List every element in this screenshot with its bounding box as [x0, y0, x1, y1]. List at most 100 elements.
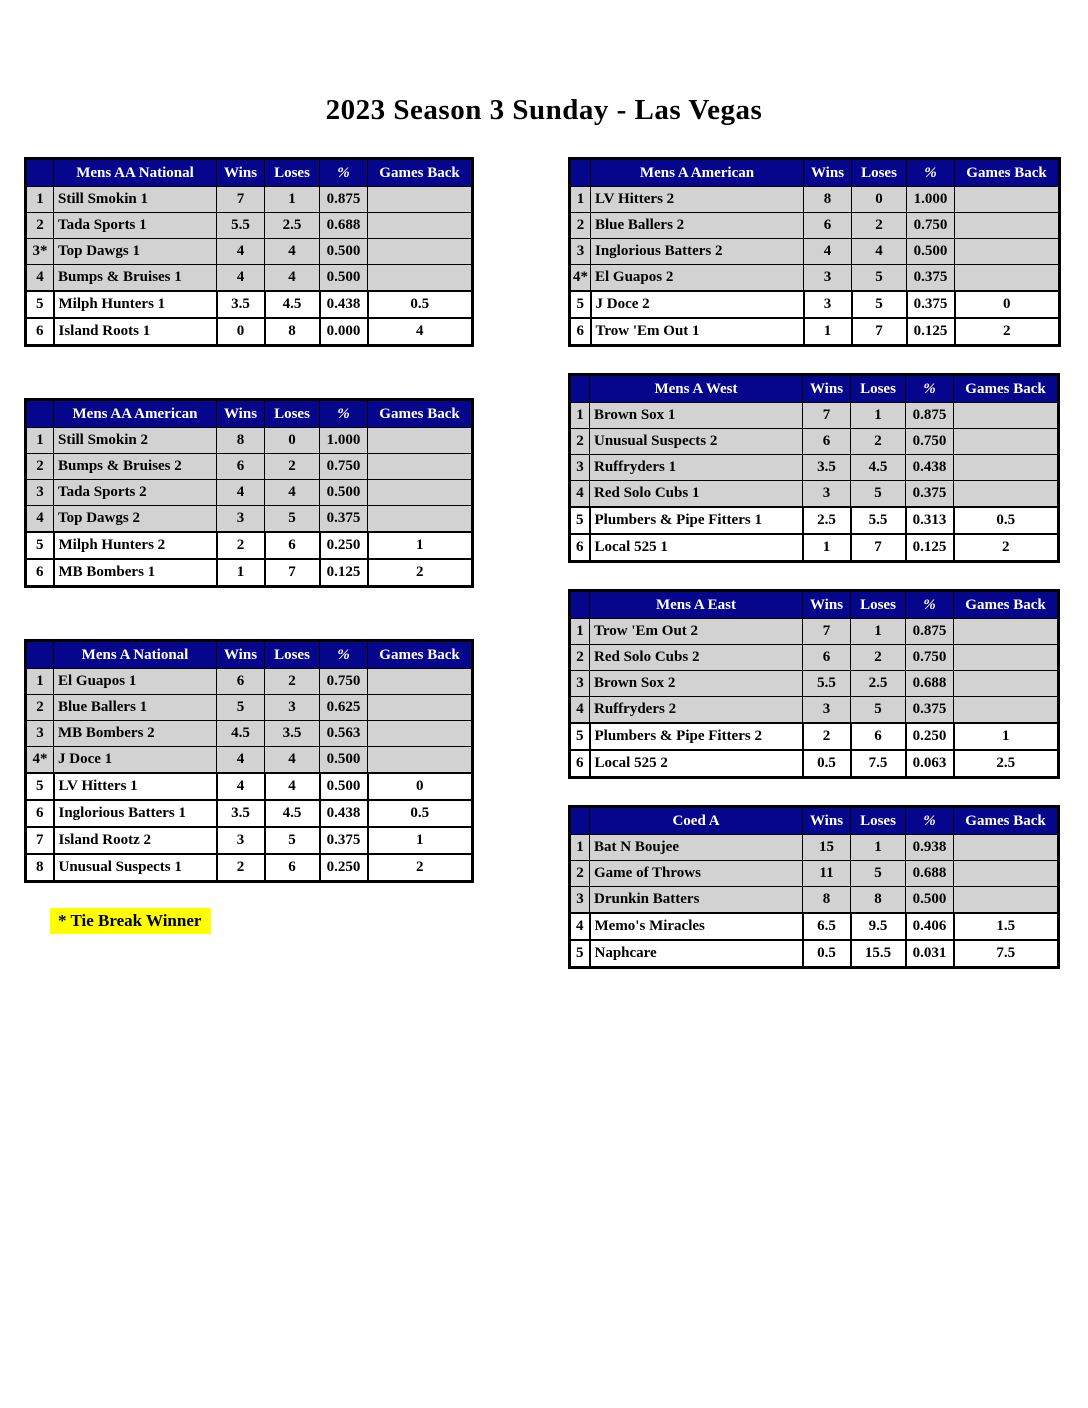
team-name-cell: Still Smokin 2 — [53, 427, 217, 454]
pct-cell: 0.500 — [318, 772, 369, 801]
loses-cell: 4.5 — [263, 290, 321, 319]
loses-cell: 2 — [264, 668, 320, 695]
rank-cell: 3 — [25, 479, 54, 506]
header-row: Mens A National Wins Loses% Games Back — [25, 640, 473, 669]
games-back-cell — [367, 694, 473, 721]
pct-cell: 0.875 — [905, 618, 954, 645]
pct-cell: 0.750 — [319, 453, 368, 480]
pct-cell: 0.875 — [319, 186, 368, 213]
team-row: 4 Ruffryders 2 3 5 0.375 — [569, 696, 1059, 724]
team-row: 2 Blue Ballers 2 6 2 0.750 — [569, 212, 1060, 239]
wins-cell: 2 — [215, 531, 266, 560]
team-name-cell: Top Dawgs 1 — [53, 238, 217, 265]
team-name-cell: MB Bombers 2 — [53, 720, 217, 747]
wins-cell: 6.5 — [801, 912, 852, 941]
col-header-games-back: Games Back — [367, 640, 473, 669]
rank-cell: 4 — [25, 264, 54, 292]
team-name-cell: Inglorious Batters 1 — [52, 799, 218, 828]
team-row: 6 Inglorious Batters 1 3.5 4.5 0.438 0.5 — [24, 799, 474, 828]
team-name-cell: Island Rootz 2 — [52, 826, 218, 855]
games-back-cell — [953, 670, 1059, 697]
pct-cell: 0.500 — [319, 479, 368, 506]
rank-cell: 2 — [569, 860, 590, 887]
rank-cell: 3 — [569, 886, 590, 914]
games-back-cell — [953, 834, 1059, 861]
wins-cell: 1 — [215, 558, 266, 588]
rank-cell: 3* — [25, 238, 54, 265]
team-name-cell: Trow 'Em Out 2 — [589, 618, 803, 645]
loses-cell: 9.5 — [849, 912, 907, 941]
team-name-cell: Brown Sox 1 — [589, 402, 803, 429]
standings-table-mens-a-west: Mens A West Wins Loses% Games Back 1 Brown So… — [568, 373, 1060, 563]
pct-cell: 0.500 — [905, 886, 954, 914]
pct-cell: 0.125 — [905, 317, 956, 347]
pct-cell: 0.438 — [318, 799, 369, 828]
rank-cell: 4 — [25, 505, 54, 533]
loses-cell: 7 — [850, 317, 908, 347]
games-back-cell — [954, 212, 1060, 239]
col-header-games-back: Games Back — [954, 158, 1060, 187]
team-row: 5 Milph Hunters 1 3.5 4.5 0.438 0.5 — [24, 290, 474, 319]
loses-cell: 1 — [850, 402, 906, 429]
rank-cell: 8 — [24, 853, 55, 883]
team-row: 6 Island Roots 1 0 8 0.000 4 — [24, 317, 474, 347]
rank-cell: 6 — [568, 317, 592, 347]
games-back-cell: 0.5 — [952, 506, 1060, 535]
rank-cell: 3 — [569, 670, 590, 697]
games-back-cell — [953, 696, 1059, 724]
wins-cell: 4 — [216, 238, 265, 265]
wins-cell: 7 — [802, 402, 851, 429]
games-back-cell: 0 — [953, 290, 1061, 319]
loses-cell: 2 — [851, 212, 907, 239]
team-row: 4 Bumps & Bruises 1 4 4 0.500 — [25, 264, 473, 292]
pct-cell: 1.000 — [319, 427, 368, 454]
games-back-cell — [953, 428, 1059, 455]
standings-table-mens-a-national: Mens A National Wins Loses% Games Back 1 El G… — [24, 639, 474, 883]
games-back-cell — [367, 479, 473, 506]
division-title: Mens A West — [589, 374, 803, 403]
games-back-cell: 2 — [953, 317, 1061, 347]
pct-cell: 0.938 — [905, 834, 954, 861]
pct-cell: 0.063 — [904, 749, 955, 779]
division-title: Coed A — [589, 806, 803, 835]
rank-cell: 1 — [569, 402, 590, 429]
loses-cell: 2.5 — [850, 670, 906, 697]
pct-cell: 0.406 — [904, 912, 955, 941]
team-name-cell: Naphcare — [588, 939, 804, 969]
games-back-cell — [367, 720, 473, 747]
games-back-cell — [367, 746, 473, 774]
wins-cell: 8 — [803, 186, 852, 213]
left-column: Mens AA National Wins Loses% Games Back 1 Sti… — [24, 157, 482, 934]
team-row: 2 Bumps & Bruises 2 6 2 0.750 — [25, 453, 473, 480]
team-name-cell: LV Hitters 1 — [52, 772, 218, 801]
col-header-loses: Loses — [851, 158, 907, 187]
col-header-pct: % — [906, 158, 955, 187]
loses-cell: 1 — [264, 186, 320, 213]
rank-cell: 5 — [568, 939, 591, 969]
rank-cell: 1 — [25, 668, 54, 695]
team-name-cell: Milph Hunters 1 — [52, 290, 218, 319]
wins-cell: 4 — [216, 479, 265, 506]
team-name-cell: Island Roots 1 — [52, 317, 218, 347]
games-back-cell — [367, 427, 473, 454]
pct-cell: 0.500 — [319, 238, 368, 265]
games-back-cell: 0.5 — [366, 799, 474, 828]
team-row: 1 Brown Sox 1 7 1 0.875 — [569, 402, 1059, 429]
pct-cell: 0.250 — [904, 722, 955, 751]
games-back-cell: 2.5 — [952, 749, 1060, 779]
pct-cell: 0.000 — [318, 317, 369, 347]
team-row: 3 Tada Sports 2 4 4 0.500 — [25, 479, 473, 506]
rank-cell: 1 — [569, 834, 590, 861]
rank-cell: 4* — [569, 264, 591, 292]
pct-cell: 0.625 — [319, 694, 368, 721]
rank-header-cell — [569, 806, 590, 835]
team-row: 2 Blue Ballers 1 5 3 0.625 — [25, 694, 473, 721]
rank-header-cell — [569, 158, 591, 187]
team-row: 3 Ruffryders 1 3.5 4.5 0.438 — [569, 454, 1059, 481]
team-row: 6 Trow 'Em Out 1 1 7 0.125 2 — [568, 317, 1061, 347]
wins-cell: 5 — [216, 694, 265, 721]
games-back-cell — [367, 238, 473, 265]
wins-cell: 0.5 — [801, 749, 852, 779]
wins-cell: 8 — [802, 886, 851, 914]
pct-cell: 0.563 — [319, 720, 368, 747]
